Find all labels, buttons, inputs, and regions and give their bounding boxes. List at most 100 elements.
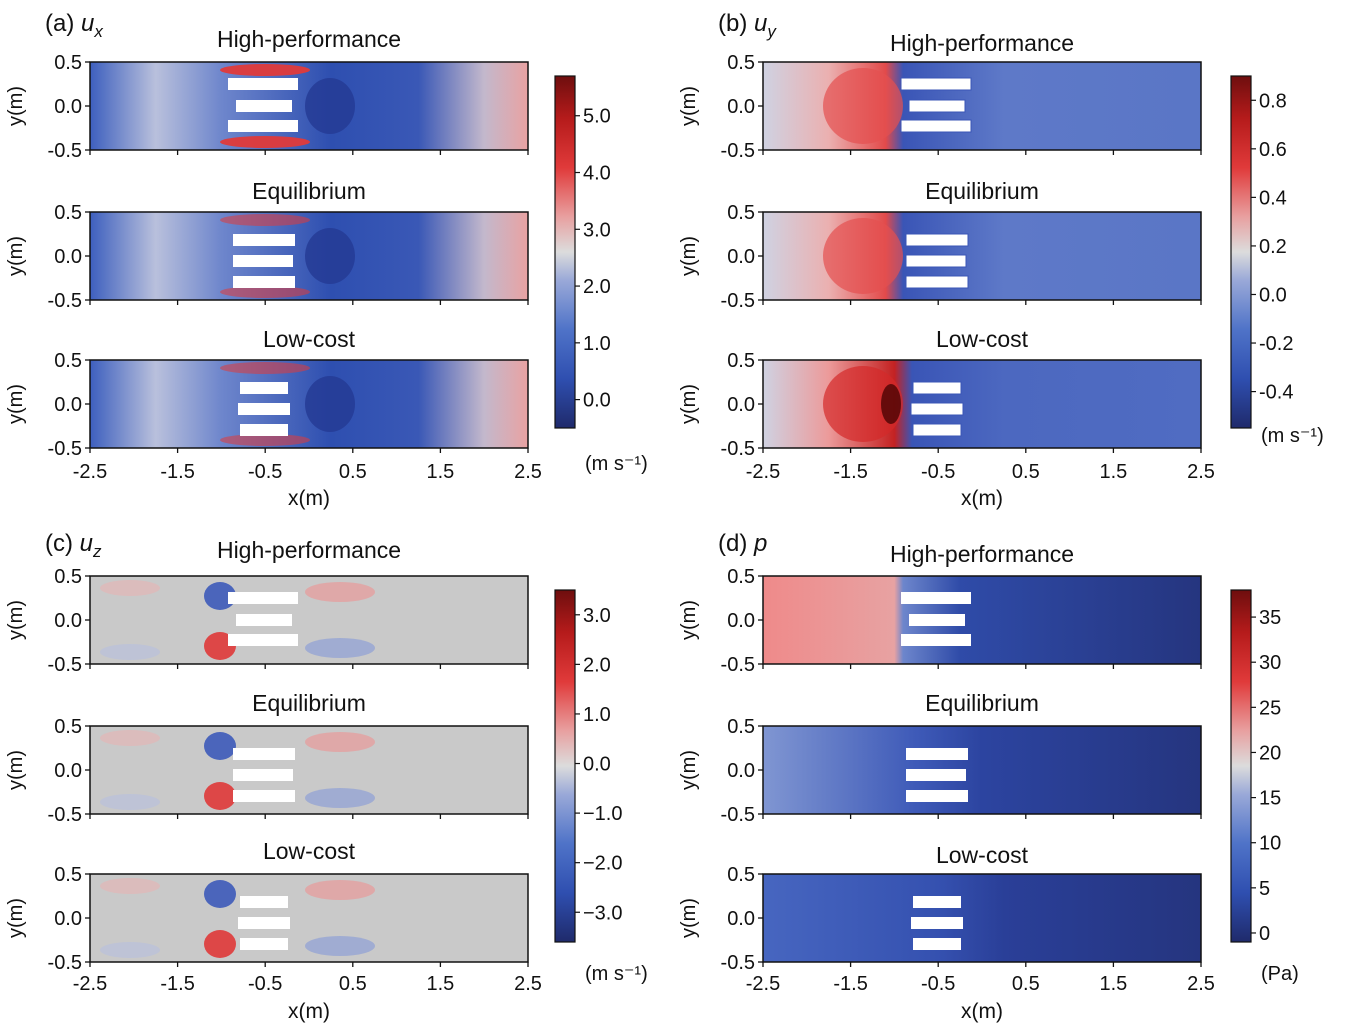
x-axis-label: x(m) [288, 1000, 330, 1023]
x-tick-label: 2.5 [1187, 461, 1215, 483]
row-title: High-performance [217, 537, 401, 563]
x-axis-label: x(m) [288, 487, 330, 510]
plate [905, 254, 967, 268]
y-tick-label: 0.0 [54, 760, 82, 782]
plate [913, 938, 961, 950]
y-tick-label: -0.5 [721, 438, 755, 460]
plate [233, 769, 293, 781]
colorbar-bar [1230, 75, 1252, 429]
y-tick-label: 0.0 [727, 394, 755, 416]
plate [240, 896, 288, 908]
colorbar-bar [554, 589, 576, 943]
plate [236, 100, 292, 112]
colorbar-tick-label: −3.0 [583, 902, 622, 924]
y-axis-label: y(m) [678, 750, 700, 790]
colorbar-tick-label: 3.0 [583, 219, 611, 241]
blob [823, 68, 903, 144]
y-axis-label: y(m) [678, 600, 700, 640]
row-title: Equilibrium [925, 690, 1039, 716]
x-axis-label: x(m) [961, 487, 1003, 510]
y-tick-label: -0.5 [721, 290, 755, 312]
y-tick-label: 0.5 [54, 52, 82, 74]
subplot: Low-cost 0.5 0.0 -0.5 y(m) [678, 326, 1202, 460]
core [881, 384, 901, 424]
y-tick-label: 0.5 [727, 716, 755, 738]
row-title: Low-cost [263, 838, 356, 864]
y-tick-label: 0.0 [727, 908, 755, 930]
colorbar: 0.8 0.6 0.4 0.2 0.0 -0.2 -0.4 (m s⁻¹) [1230, 75, 1324, 447]
plate [900, 119, 972, 133]
x-tick-label: 0.5 [339, 973, 367, 995]
colorbar-tick-label: 1.0 [583, 333, 611, 355]
vortex-pos [204, 782, 236, 810]
plate [233, 790, 295, 802]
row-title: Equilibrium [925, 178, 1039, 204]
y-tick-label: -0.5 [48, 140, 82, 162]
subplot: Low-cost 0.5 0.0 -0.5 y(m) [678, 842, 1202, 974]
x-tick-label: -1.5 [160, 461, 194, 483]
x-tick-label: -0.5 [921, 973, 955, 995]
y-tick-label: 0.5 [727, 566, 755, 588]
y-axis-label: y(m) [678, 898, 700, 938]
row-title: High-performance [890, 541, 1074, 567]
y-axis-label: y(m) [678, 384, 700, 424]
x-tick-label: 2.5 [1187, 973, 1215, 995]
subplot: High-performance 0.5 0.0 -0.5 y(m) [5, 26, 529, 162]
x-tick-label: 1.5 [426, 973, 454, 995]
y-tick-label: 0.0 [727, 760, 755, 782]
panel-d: (d) p High-performance0.50.0-0.5y(m)Equil… [678, 530, 1299, 1023]
row-title: Equilibrium [252, 690, 366, 716]
x-tick-label: -2.5 [73, 461, 107, 483]
y-tick-label: 0.5 [54, 566, 82, 588]
row-title: High-performance [890, 30, 1074, 56]
y-tick-label: -0.5 [721, 804, 755, 826]
plate [905, 233, 969, 247]
x-tick-label: -2.5 [746, 973, 780, 995]
y-axis-label: y(m) [5, 236, 27, 276]
x-tick-label: -0.5 [248, 973, 282, 995]
colorbar-tick-label: 0 [1259, 923, 1270, 945]
jet-bottom [220, 286, 310, 298]
y-tick-label: 0.0 [54, 908, 82, 930]
x-tick-label: -2.5 [746, 461, 780, 483]
colorbar-tick-label: 1.0 [583, 704, 611, 726]
inflow-pos [100, 730, 160, 746]
subplot: Equilibrium 0.5 0.0 -0.5 y(m) [5, 690, 529, 826]
plate [901, 634, 971, 646]
colorbar-tick-label: 0.0 [583, 390, 611, 412]
plate [240, 424, 288, 436]
plate [913, 896, 961, 908]
plate [906, 748, 968, 760]
wake-neg [305, 638, 375, 658]
row-title: Low-cost [936, 842, 1029, 868]
colorbar-unit: (m s⁻¹) [585, 453, 648, 475]
jet-top [220, 214, 310, 226]
plate [233, 255, 293, 267]
colorbar: 3.0 2.0 1.0 0.0 −1.0 −2.0 −3.0 (m s⁻¹) [554, 589, 648, 985]
y-axis-label: y(m) [5, 600, 27, 640]
field [763, 726, 1201, 814]
colorbar-tick-label: 10 [1259, 833, 1281, 855]
x-tick-label: 2.5 [514, 461, 542, 483]
jet-bottom [220, 136, 310, 148]
vortex-pos [204, 930, 236, 958]
x-tick-label: 1.5 [1099, 461, 1127, 483]
colorbar-tick-label: 0.0 [583, 754, 611, 776]
y-tick-label: 0.0 [54, 246, 82, 268]
plate [912, 381, 962, 395]
blob [823, 218, 903, 294]
row-title: Low-cost [936, 326, 1029, 352]
jet-bottom [220, 434, 310, 446]
colorbar-tick-label: 15 [1259, 788, 1281, 810]
y-tick-label: -0.5 [721, 140, 755, 162]
inflow-pos [100, 580, 160, 596]
plate [240, 382, 288, 394]
y-tick-label: -0.5 [48, 952, 82, 974]
plate [233, 234, 295, 246]
wake-neg [305, 936, 375, 956]
wake [305, 376, 355, 432]
colorbar-unit: (m s⁻¹) [585, 963, 648, 985]
x-tick-label: -1.5 [833, 461, 867, 483]
y-tick-label: 0.0 [54, 394, 82, 416]
plate [228, 592, 298, 604]
